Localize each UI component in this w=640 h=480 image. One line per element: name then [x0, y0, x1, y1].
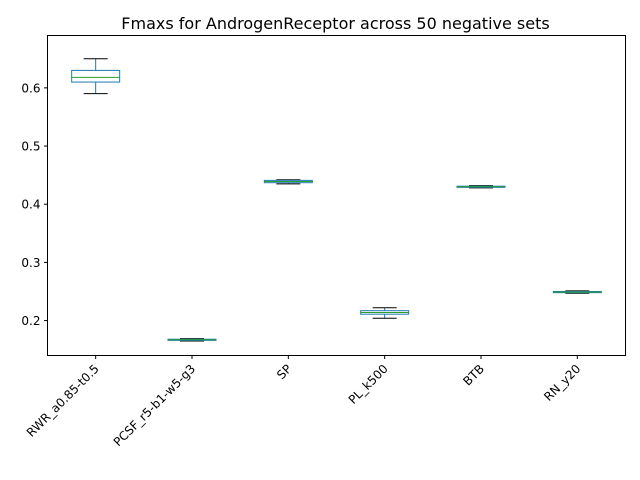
- iqr-box: [71, 69, 121, 83]
- x-tick-label: PCSF_r5-b1-w5-g3: [111, 362, 198, 449]
- box-5: [456, 185, 506, 189]
- box-2: [167, 338, 217, 342]
- y-tick-label: 0.4: [21, 198, 40, 212]
- chart-title: Fmaxs for AndrogenReceptor across 50 neg…: [121, 14, 549, 33]
- y-tick-label: 0.5: [21, 140, 40, 154]
- box-6: [552, 290, 602, 294]
- y-tick-label: 0.3: [21, 256, 40, 270]
- x-tick-label: RWR_a0.85-t0.5: [24, 362, 102, 440]
- box-4: [360, 307, 410, 319]
- x-tick-label: SP: [274, 362, 294, 382]
- axis-ticks: 0.2 0.3 0.4 0.5 0.6 RWR_a0.85-t0.5 PCSF_r5-b1-…: [21, 81, 583, 449]
- box-1: [71, 58, 121, 95]
- plot-marks: [71, 58, 602, 342]
- x-tick-label: PL_k500: [346, 362, 391, 407]
- x-tick-label: RN_y20: [541, 362, 583, 404]
- y-tick-label: 0.2: [21, 314, 40, 328]
- plot-frame: [47, 35, 626, 356]
- y-tick-label: 0.6: [21, 81, 40, 95]
- box-3: [263, 179, 313, 185]
- x-tick-label: BTB: [460, 362, 487, 389]
